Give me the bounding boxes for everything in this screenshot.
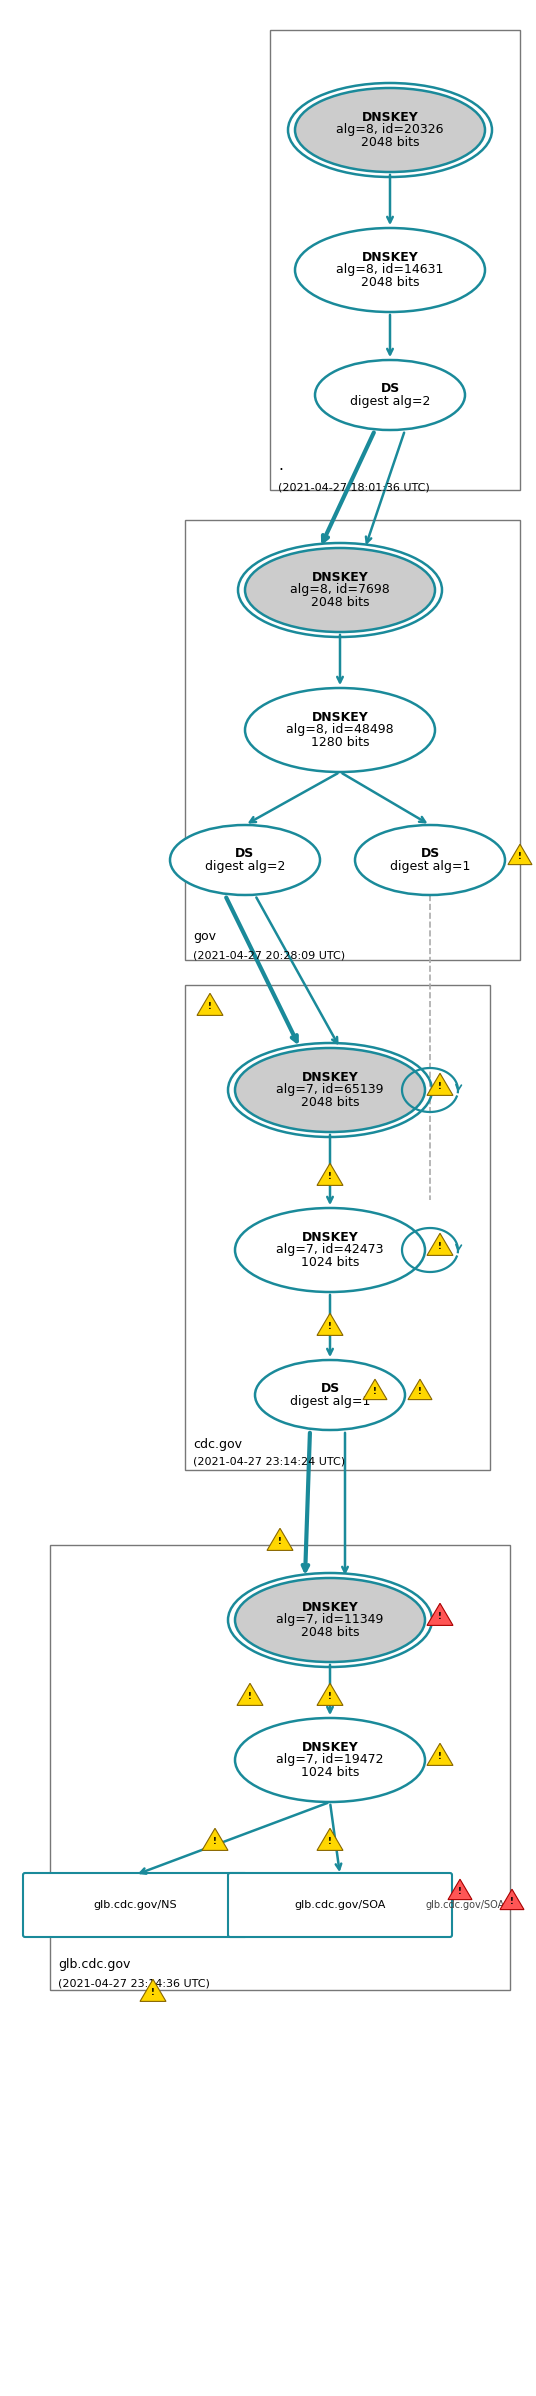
- Ellipse shape: [255, 1361, 405, 1430]
- Text: !: !: [328, 1838, 332, 1845]
- FancyBboxPatch shape: [228, 1874, 452, 1936]
- Text: alg=8, id=20326: alg=8, id=20326: [336, 125, 444, 137]
- Polygon shape: [202, 1828, 228, 1850]
- Bar: [185, 985, 490, 1471]
- Text: !: !: [328, 1692, 332, 1701]
- Polygon shape: [317, 1828, 343, 1850]
- Text: glb.cdc.gov/NS: glb.cdc.gov/NS: [93, 1900, 177, 1910]
- Text: DNSKEY: DNSKEY: [302, 1071, 359, 1083]
- Text: glb.cdc.gov/SOA: glb.cdc.gov/SOA: [294, 1900, 386, 1910]
- Polygon shape: [448, 1878, 472, 1900]
- Text: 2048 bits: 2048 bits: [361, 276, 419, 290]
- Text: alg=7, id=65139: alg=7, id=65139: [276, 1083, 384, 1097]
- Text: alg=8, id=48498: alg=8, id=48498: [286, 724, 394, 736]
- Bar: [185, 520, 520, 961]
- Text: 2048 bits: 2048 bits: [361, 137, 419, 149]
- Polygon shape: [317, 1684, 343, 1706]
- Text: DS: DS: [420, 848, 440, 860]
- Polygon shape: [500, 1888, 524, 1910]
- Text: glb.cdc.gov: glb.cdc.gov: [58, 1958, 130, 1972]
- Text: !: !: [438, 1613, 442, 1620]
- Ellipse shape: [245, 549, 435, 633]
- Text: (2021-04-27 20:28:09 UTC): (2021-04-27 20:28:09 UTC): [193, 949, 345, 961]
- Ellipse shape: [235, 1579, 425, 1663]
- Ellipse shape: [235, 1047, 425, 1131]
- Text: alg=7, id=19472: alg=7, id=19472: [276, 1754, 384, 1766]
- Text: !: !: [438, 1083, 442, 1090]
- Text: !: !: [328, 1172, 332, 1181]
- Text: !: !: [458, 1886, 462, 1895]
- Text: alg=8, id=7698: alg=8, id=7698: [290, 585, 390, 597]
- Text: 2048 bits: 2048 bits: [301, 1627, 359, 1639]
- Polygon shape: [237, 1684, 263, 1706]
- Text: !: !: [438, 1751, 442, 1761]
- Text: DNSKEY: DNSKEY: [311, 712, 368, 724]
- Polygon shape: [363, 1380, 387, 1399]
- Text: 1024 bits: 1024 bits: [301, 1766, 359, 1780]
- Text: !: !: [151, 1989, 155, 1996]
- Text: DS: DS: [235, 848, 255, 860]
- Text: !: !: [518, 851, 522, 860]
- Text: digest alg=2: digest alg=2: [350, 395, 430, 407]
- Polygon shape: [317, 1313, 343, 1335]
- Text: (2021-04-27 23:14:36 UTC): (2021-04-27 23:14:36 UTC): [58, 1979, 210, 1989]
- Text: !: !: [208, 1002, 212, 1011]
- Polygon shape: [267, 1529, 293, 1550]
- Polygon shape: [427, 1744, 453, 1766]
- Text: alg=7, id=11349: alg=7, id=11349: [277, 1613, 384, 1627]
- Polygon shape: [508, 843, 532, 865]
- Text: digest alg=1: digest alg=1: [390, 860, 470, 872]
- Polygon shape: [427, 1603, 453, 1624]
- Text: .: .: [278, 458, 283, 472]
- Text: alg=7, id=42473: alg=7, id=42473: [276, 1244, 384, 1256]
- Text: DNSKEY: DNSKEY: [302, 1601, 359, 1615]
- Text: !: !: [373, 1387, 377, 1397]
- Bar: [50, 1545, 510, 1991]
- FancyBboxPatch shape: [23, 1874, 247, 1936]
- Text: (2021-04-27 23:14:24 UTC): (2021-04-27 23:14:24 UTC): [193, 1457, 345, 1466]
- Polygon shape: [427, 1073, 453, 1095]
- Text: glb.cdc.gov/SOA: glb.cdc.gov/SOA: [425, 1900, 504, 1910]
- Text: digest alg=1: digest alg=1: [290, 1394, 370, 1409]
- Text: !: !: [418, 1387, 422, 1397]
- Text: 2048 bits: 2048 bits: [311, 597, 369, 609]
- Text: !: !: [278, 1536, 282, 1545]
- Ellipse shape: [315, 359, 465, 429]
- Text: (2021-04-27 18:01:36 UTC): (2021-04-27 18:01:36 UTC): [278, 482, 430, 491]
- Text: DNSKEY: DNSKEY: [302, 1742, 359, 1754]
- Text: cdc.gov: cdc.gov: [193, 1438, 242, 1452]
- Text: 1280 bits: 1280 bits: [311, 736, 369, 750]
- Ellipse shape: [295, 228, 485, 311]
- Text: digest alg=2: digest alg=2: [205, 860, 285, 872]
- Text: DNSKEY: DNSKEY: [362, 252, 419, 264]
- Polygon shape: [427, 1234, 453, 1256]
- Text: 2048 bits: 2048 bits: [301, 1095, 359, 1109]
- Polygon shape: [317, 1164, 343, 1186]
- Bar: [270, 31, 520, 491]
- Ellipse shape: [295, 89, 485, 173]
- Text: DNSKEY: DNSKEY: [311, 570, 368, 585]
- Text: !: !: [438, 1241, 442, 1251]
- Text: DS: DS: [321, 1382, 340, 1394]
- Text: alg=8, id=14631: alg=8, id=14631: [336, 264, 444, 276]
- Ellipse shape: [170, 824, 320, 896]
- Text: !: !: [248, 1692, 252, 1701]
- Text: !: !: [510, 1898, 514, 1905]
- Ellipse shape: [245, 688, 435, 772]
- Text: DNSKEY: DNSKEY: [362, 110, 419, 125]
- Polygon shape: [408, 1380, 432, 1399]
- Text: DS: DS: [381, 383, 400, 395]
- Ellipse shape: [355, 824, 505, 896]
- Polygon shape: [197, 994, 223, 1016]
- Text: DNSKEY: DNSKEY: [302, 1232, 359, 1244]
- Ellipse shape: [235, 1718, 425, 1802]
- Text: !: !: [328, 1323, 332, 1330]
- Text: gov: gov: [193, 930, 216, 944]
- Ellipse shape: [235, 1208, 425, 1291]
- Text: !: !: [213, 1838, 217, 1845]
- Polygon shape: [140, 1979, 166, 2001]
- Text: 1024 bits: 1024 bits: [301, 1256, 359, 1270]
